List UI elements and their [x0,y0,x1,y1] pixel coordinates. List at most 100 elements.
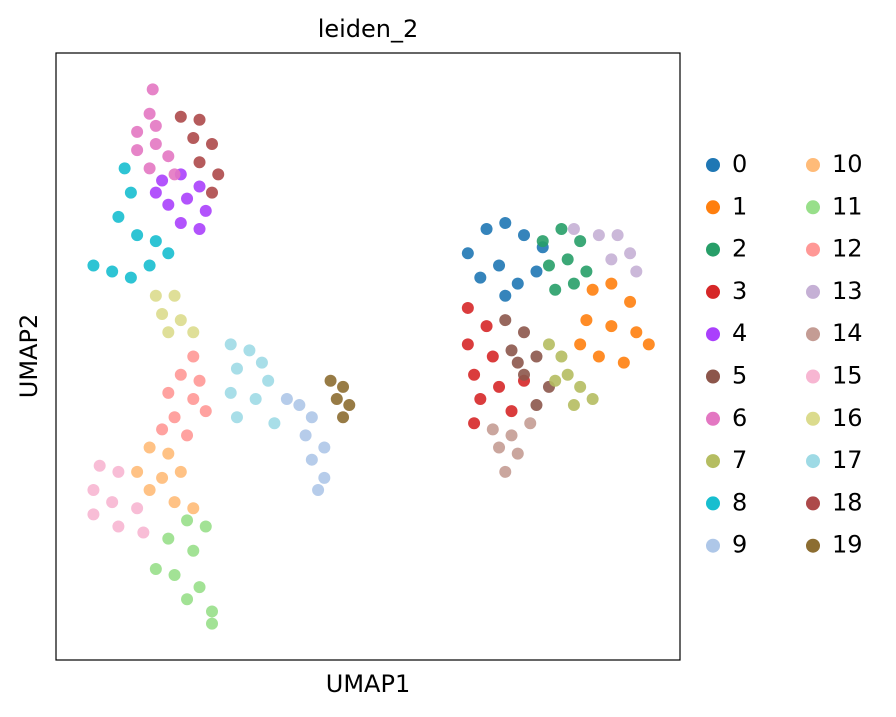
point [224,386,237,399]
legend-marker [706,200,720,215]
point [337,380,350,393]
point [530,350,543,363]
point [156,423,169,436]
point [574,235,587,248]
point [330,392,343,405]
point [230,362,243,375]
point [187,544,200,557]
point [624,247,637,260]
plot-frame [55,52,681,661]
point [193,113,206,126]
point [280,392,293,405]
legend-marker [706,242,720,257]
point [206,617,218,630]
point [493,259,506,272]
point [536,235,549,248]
point [518,326,530,339]
point [511,447,524,460]
point [199,520,212,533]
point [499,314,512,327]
point [499,289,512,302]
point [268,417,281,430]
point [299,429,312,442]
point [305,453,318,466]
legend-label: 12 [832,235,863,263]
legend-label: 13 [832,277,863,305]
point [262,374,275,387]
point [486,350,499,363]
legend-marker [706,538,720,553]
point [174,368,187,381]
legend-marker [706,158,720,172]
point [574,380,587,393]
legend-marker [806,158,820,172]
point [168,168,181,181]
point [586,392,599,405]
point [567,223,580,236]
point [181,192,194,205]
legend-label: 16 [832,404,863,432]
point [586,283,599,296]
point [630,326,643,339]
point [312,484,325,497]
point [106,496,119,509]
point [605,253,618,266]
legend-label: 1 [732,192,747,220]
legend-marker [806,200,820,215]
point [87,508,100,521]
legend-label: 3 [732,277,747,305]
point [162,198,175,211]
point [174,216,187,229]
point [168,569,181,582]
point [156,174,169,187]
point [174,110,187,123]
point [249,392,262,405]
point [530,399,543,412]
legend-label: 0 [732,150,747,178]
point [131,144,144,157]
point [187,502,200,515]
point [143,441,156,454]
point [580,314,593,327]
point [630,265,643,278]
legend-marker [806,327,820,342]
point [337,411,350,424]
point [162,447,175,460]
point [574,338,587,351]
legend-marker [706,454,720,469]
point [499,216,512,229]
legend-marker [806,242,820,257]
point [181,514,194,527]
y-axis-label: UMAP2 [15,314,43,398]
point [255,356,268,369]
point [174,465,187,478]
point [199,405,212,418]
point [206,605,218,618]
point [518,368,530,381]
point [149,186,162,199]
legend-marker [706,369,720,384]
point [555,223,568,236]
legend-label: 8 [732,488,747,516]
legend-marker [806,284,820,299]
point [224,338,237,351]
point [162,532,175,545]
legend-label: 15 [832,362,863,390]
point [193,374,206,387]
point [124,186,137,199]
legend-marker [806,454,820,469]
point [555,350,568,363]
legend-marker [806,369,820,384]
legend-marker [706,411,720,426]
point [137,526,150,539]
point [124,271,137,284]
point [131,125,144,138]
legend-label: 7 [732,446,747,474]
point [461,247,474,260]
point [112,465,125,478]
point [143,259,156,272]
legend-label: 11 [832,192,863,220]
point [493,441,506,454]
point [143,162,156,175]
